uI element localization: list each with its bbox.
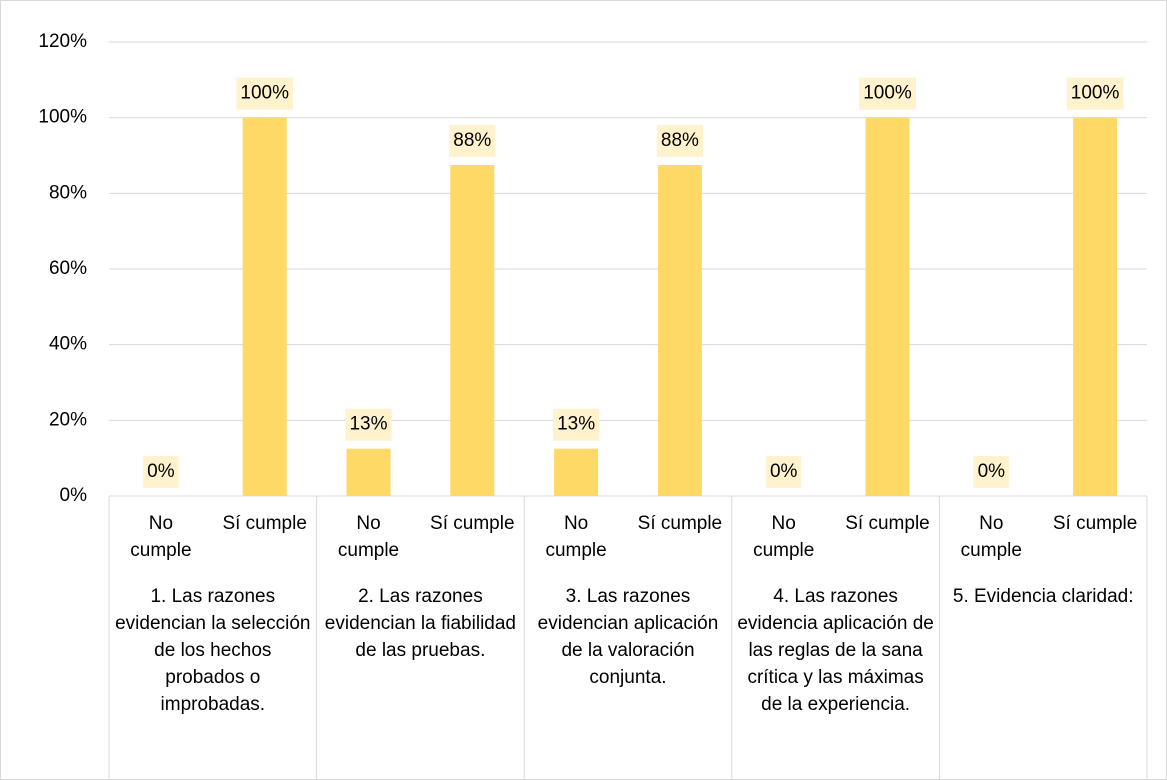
- data-label: 88%: [661, 130, 699, 151]
- x-tick-label: No cumple: [337, 513, 400, 561]
- bar: [346, 448, 391, 496]
- bar: [1073, 117, 1118, 497]
- data-label-background: [449, 124, 496, 157]
- group-label: 4. Las razones evidencia aplicación de l…: [737, 586, 934, 715]
- data-label-background: [656, 124, 704, 157]
- x-tick-label: No cumple: [960, 513, 1022, 561]
- y-tick-label: 20%: [49, 409, 87, 430]
- data-label-background: [143, 456, 179, 488]
- data-label: 0%: [770, 461, 798, 482]
- data-label-background: [859, 77, 916, 110]
- bar: [865, 117, 910, 497]
- data-label: 13%: [557, 414, 595, 435]
- y-tick-label: 40%: [49, 334, 87, 355]
- y-tick-label: 80%: [49, 182, 87, 203]
- group-label: 3. Las razones evidencian aplicación de …: [537, 586, 719, 688]
- x-tick-label: No cumple: [130, 513, 192, 561]
- data-label: 13%: [349, 414, 387, 435]
- data-label: 0%: [978, 461, 1006, 482]
- data-label-background: [345, 408, 392, 441]
- bar: [242, 117, 287, 497]
- y-tick-label: 100%: [38, 107, 87, 128]
- y-tick-label: 60%: [49, 258, 87, 279]
- x-tick-label: Sí cumple: [845, 513, 930, 534]
- data-label-background: [236, 77, 294, 110]
- data-label-background: [973, 456, 1010, 488]
- data-label: 100%: [1071, 83, 1120, 104]
- group-label: 2. Las razones evidencian la fiabilidad …: [324, 586, 516, 661]
- data-label: 100%: [863, 83, 912, 104]
- x-tick-label: Sí cumple: [222, 513, 307, 534]
- x-tick-label: No cumple: [545, 513, 607, 561]
- data-label-background: [765, 456, 802, 488]
- bar: [657, 164, 702, 497]
- x-tick-label: No cumple: [753, 513, 815, 561]
- x-tick-label: Sí cumple: [1052, 513, 1138, 534]
- data-label-background: [1066, 77, 1124, 110]
- data-label: 100%: [240, 83, 289, 104]
- x-tick-label: Sí cumple: [430, 513, 515, 534]
- data-label: 0%: [147, 461, 175, 482]
- group-label: 1. Las razones evidencian la selección d…: [115, 586, 311, 715]
- bar: [450, 164, 495, 497]
- x-tick-label: Sí cumple: [637, 513, 723, 534]
- data-label: 88%: [453, 130, 491, 151]
- y-tick-label: 120%: [38, 31, 87, 52]
- group-label: 5. Evidencia claridad:: [952, 586, 1134, 607]
- bar: [554, 448, 599, 496]
- y-tick-label: 0%: [60, 485, 88, 506]
- data-label-background: [553, 408, 600, 441]
